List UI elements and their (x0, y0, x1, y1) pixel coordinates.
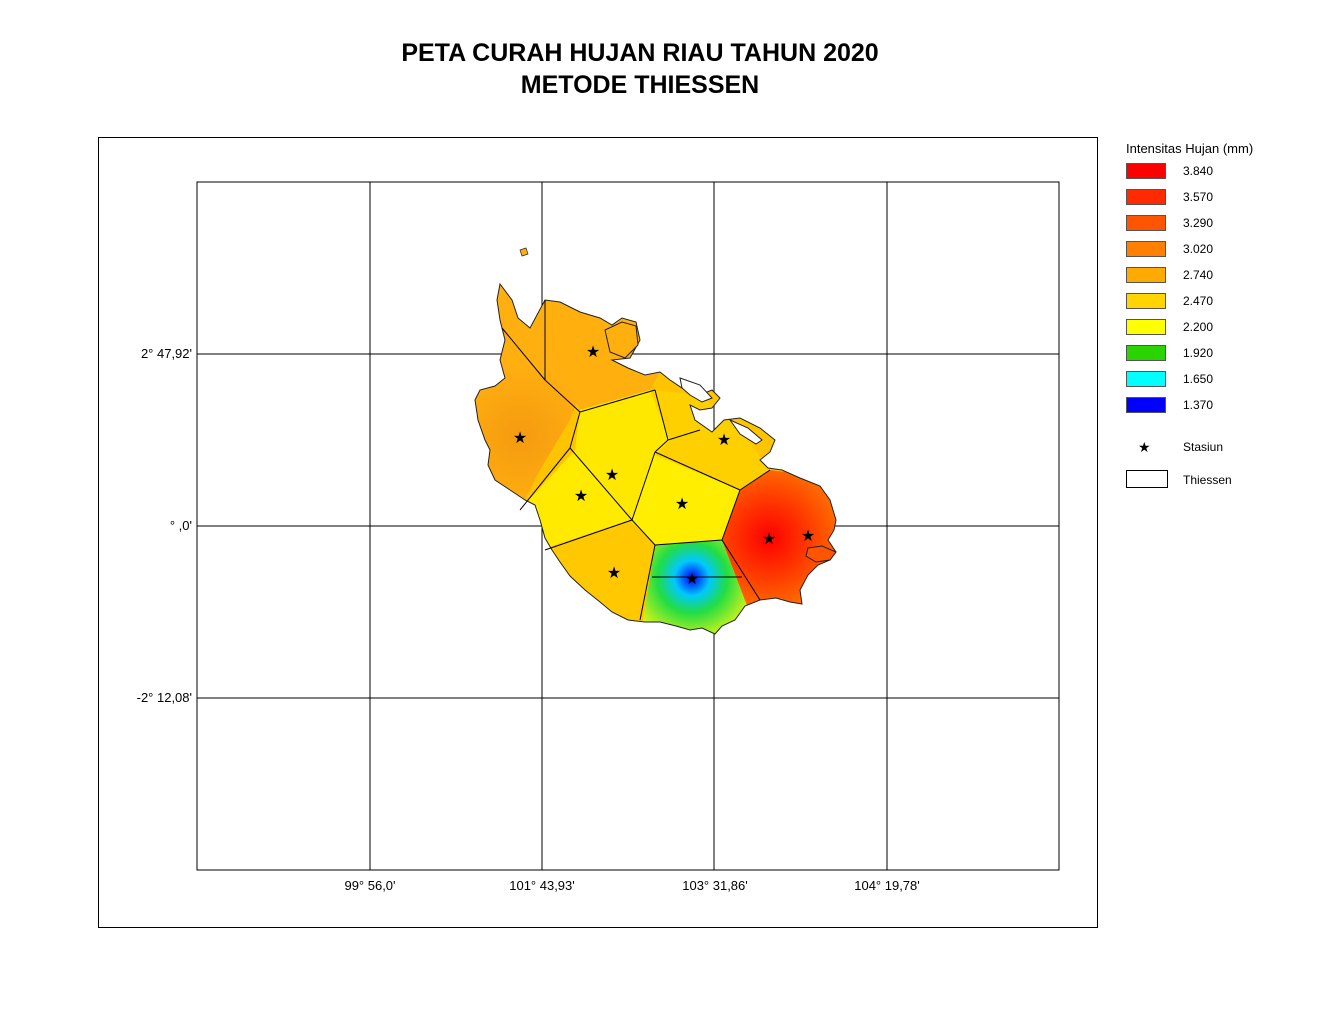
lon-label-2: 101° 43,93' (509, 878, 575, 893)
lat-label-1: 2° 47,92' (140, 346, 192, 361)
legend-thiessen: Thiessen (1126, 470, 1316, 488)
legend-item: 3.570 (1126, 189, 1316, 207)
station-star-icon: ★ (801, 526, 815, 545)
station-star-icon: ★ (607, 563, 621, 582)
legend-item: 3.020 (1126, 241, 1316, 259)
lon-label-3: 103° 31,86' (682, 878, 748, 893)
legend-swatch (1126, 345, 1166, 361)
legend-label: 1.650 (1183, 372, 1214, 386)
legend-label: 2.470 (1183, 294, 1214, 308)
legend-swatch (1126, 397, 1166, 413)
legend-swatch (1126, 293, 1166, 309)
station-star-icon: ★ (717, 430, 731, 449)
legend-item: 2.740 (1126, 267, 1316, 285)
map-frame (98, 137, 1098, 928)
legend-label: 3.020 (1183, 242, 1214, 256)
legend-swatch (1126, 189, 1166, 205)
legend-label: 3.840 (1183, 164, 1214, 178)
legend-swatch (1126, 215, 1166, 231)
legend-item: 3.290 (1126, 215, 1316, 233)
legend-item: 1.920 (1126, 345, 1316, 363)
legend-item: 2.200 (1126, 319, 1316, 337)
stations: ★ ★ ★ ★ ★ ★ ★ ★ ★ ★ (513, 342, 815, 588)
legend-label: 2.200 (1183, 320, 1214, 334)
legend-item: 1.370 (1126, 397, 1316, 415)
legend-item: 2.470 (1126, 293, 1316, 311)
station-star-icon: ★ (574, 486, 588, 505)
legend-title: Intensitas Hujan (mm) (1126, 141, 1254, 156)
legend-item: 3.840 (1126, 163, 1316, 181)
legend-item: 1.650 (1126, 371, 1316, 389)
station-star-icon: ★ (685, 569, 699, 588)
legend-label: 2.740 (1183, 268, 1214, 282)
legend-swatch (1126, 371, 1166, 387)
legend-label: 3.290 (1183, 216, 1214, 230)
legend-swatch (1126, 241, 1166, 257)
thiessen-swatch (1126, 470, 1168, 488)
map-title: PETA CURAH HUJAN RIAU TAHUN 2020 (401, 39, 879, 67)
station-star-icon: ★ (605, 465, 619, 484)
legend-swatch (1126, 163, 1166, 179)
station-star-icon: ★ (586, 342, 600, 361)
station-star-icon: ★ (513, 428, 527, 447)
legend-swatch (1126, 319, 1166, 335)
star-icon: ★ (1138, 439, 1151, 455)
legend-label: 3.570 (1183, 190, 1214, 204)
legend-swatch (1126, 267, 1166, 283)
legend-thiessen-label: Thiessen (1183, 473, 1232, 487)
legend-stasiun: ★ Stasiun (1126, 439, 1316, 457)
thiessen-polygons (501, 300, 771, 621)
legend-stasiun-label: Stasiun (1183, 440, 1224, 454)
station-star-icon: ★ (762, 529, 776, 548)
lat-label-2: ° ,0' (169, 518, 192, 533)
station-star-icon: ★ (675, 494, 689, 513)
lon-label-4: 104° 19,78' (854, 878, 920, 893)
map-subtitle: METODE THIESSEN (520, 71, 760, 99)
legend-label: 1.370 (1183, 398, 1214, 412)
lon-label-1: 99° 56,0' (344, 878, 396, 893)
legend-label: 1.920 (1183, 346, 1214, 360)
lat-label-3: -2° 12,08' (136, 690, 192, 705)
